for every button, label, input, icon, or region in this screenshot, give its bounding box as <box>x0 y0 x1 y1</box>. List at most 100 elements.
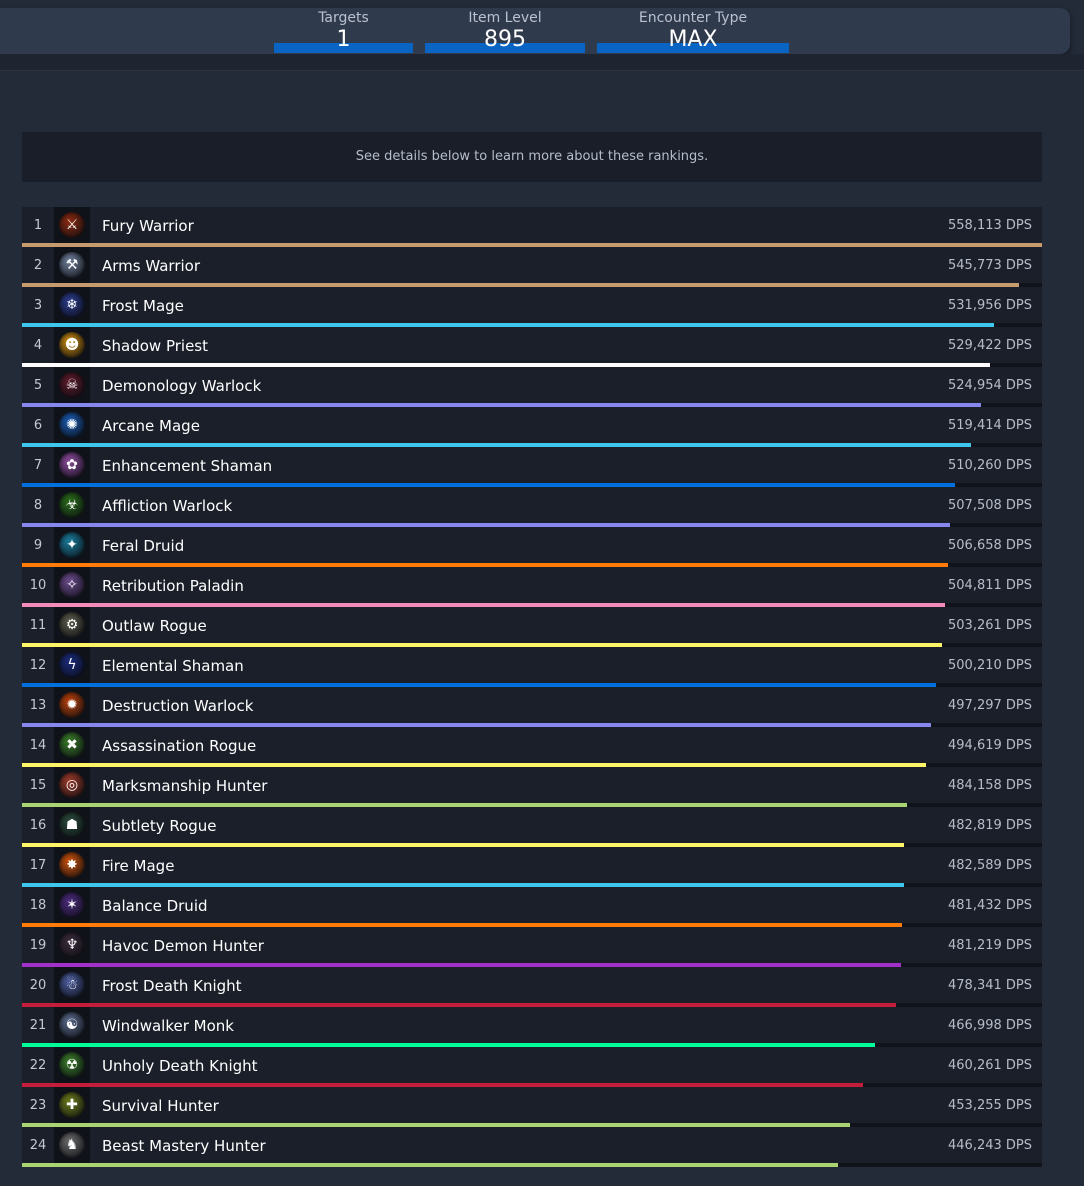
ranking-row[interactable]: 1 ⚔ Fury Warrior 558,113 DPS <box>22 207 1042 247</box>
encounter-type-filter[interactable]: Encounter Type MAX <box>597 8 789 54</box>
unholy-death-knight-icon: ☢ <box>59 1052 85 1078</box>
spec-icon-frame: ☻ <box>54 327 90 363</box>
dps-value: 484,158 DPS <box>948 778 1032 793</box>
ranking-row[interactable]: 18 ✶ Balance Druid 481,432 DPS <box>22 887 1042 927</box>
dps-value: 503,261 DPS <box>948 618 1032 633</box>
spec-name-link[interactable]: Fire Mage <box>102 857 175 875</box>
dps-bar-fill <box>22 243 1042 247</box>
ranking-row[interactable]: 20 ☃ Frost Death Knight 478,341 DPS <box>22 967 1042 1007</box>
retribution-paladin-icon: ✧ <box>59 572 85 598</box>
dps-bar-track <box>22 763 1042 767</box>
ranking-row[interactable]: 11 ⚙ Outlaw Rogue 503,261 DPS <box>22 607 1042 647</box>
demonology-warlock-icon: ☠ <box>59 372 85 398</box>
spec-name-link[interactable]: Enhancement Shaman <box>102 457 273 475</box>
ranking-row[interactable]: 7 ✿ Enhancement Shaman 510,260 DPS <box>22 447 1042 487</box>
spec-icon-frame: ⚒ <box>54 247 90 283</box>
spec-name-link[interactable]: Retribution Paladin <box>102 577 244 595</box>
item-level-filter[interactable]: Item Level 895 <box>425 8 585 54</box>
dps-value: 529,422 DPS <box>948 338 1032 353</box>
ranking-row-background <box>22 1047 1042 1083</box>
ranking-row[interactable]: 3 ❄ Frost Mage 531,956 DPS <box>22 287 1042 327</box>
ranking-row-background <box>22 567 1042 603</box>
ranking-row-background <box>22 847 1042 883</box>
dps-bar-track <box>22 243 1042 247</box>
spec-name-link[interactable]: Balance Druid <box>102 897 208 915</box>
ranking-row[interactable]: 19 ♆ Havoc Demon Hunter 481,219 DPS <box>22 927 1042 967</box>
spec-name-link[interactable]: Subtlety Rogue <box>102 817 217 835</box>
ranking-row[interactable]: 14 ✖ Assassination Rogue 494,619 DPS <box>22 727 1042 767</box>
spec-name-link[interactable]: Assassination Rogue <box>102 737 257 755</box>
spec-icon-frame: ✶ <box>54 887 90 923</box>
ranking-row[interactable]: 5 ☠ Demonology Warlock 524,954 DPS <box>22 367 1042 407</box>
ranking-row[interactable]: 16 ☗ Subtlety Rogue 482,819 DPS <box>22 807 1042 847</box>
ranking-position: 11 <box>29 618 47 633</box>
ranking-row[interactable]: 12 ϟ Elemental Shaman 500,210 DPS <box>22 647 1042 687</box>
ranking-row[interactable]: 8 ☣ Affliction Warlock 507,508 DPS <box>22 487 1042 527</box>
dps-bar-fill <box>22 843 904 847</box>
ranking-row[interactable]: 22 ☢ Unholy Death Knight 460,261 DPS <box>22 1047 1042 1087</box>
spec-name-link[interactable]: Unholy Death Knight <box>102 1057 258 1075</box>
ranking-row-background <box>22 927 1042 963</box>
item-level-filter-value: 895 <box>484 27 526 52</box>
spec-name-link[interactable]: Outlaw Rogue <box>102 617 207 635</box>
spec-icon-frame: ⚙ <box>54 607 90 643</box>
spec-name-link[interactable]: Arms Warrior <box>102 257 201 275</box>
dps-bar-track <box>22 443 1042 447</box>
outlaw-rogue-icon: ⚙ <box>59 612 85 638</box>
ranking-row[interactable]: 15 ◎ Marksmanship Hunter 484,158 DPS <box>22 767 1042 807</box>
spec-name-link[interactable]: Demonology Warlock <box>102 377 262 395</box>
dps-value: 524,954 DPS <box>948 378 1032 393</box>
spec-name-link[interactable]: Frost Death Knight <box>102 977 242 995</box>
targets-filter[interactable]: Targets 1 <box>274 8 413 54</box>
spec-name-link[interactable]: Affliction Warlock <box>102 497 233 515</box>
spec-name-link[interactable]: Windwalker Monk <box>102 1017 234 1035</box>
dps-value: 478,341 DPS <box>948 978 1032 993</box>
ranking-row[interactable]: 24 ♞ Beast Mastery Hunter 446,243 DPS <box>22 1127 1042 1167</box>
spec-name-link[interactable]: Elemental Shaman <box>102 657 244 675</box>
ranking-row[interactable]: 4 ☻ Shadow Priest 529,422 DPS <box>22 327 1042 367</box>
dps-value: 531,956 DPS <box>948 298 1032 313</box>
elemental-shaman-icon: ϟ <box>59 652 85 678</box>
spec-icon-frame: ϟ <box>54 647 90 683</box>
spec-name-link[interactable]: Destruction Warlock <box>102 697 254 715</box>
ranking-row-background <box>22 607 1042 643</box>
ranking-row[interactable]: 2 ⚒ Arms Warrior 545,773 DPS <box>22 247 1042 287</box>
dps-bar-fill <box>22 603 945 607</box>
ranking-row[interactable]: 23 ✚ Survival Hunter 453,255 DPS <box>22 1087 1042 1127</box>
dps-bar-track <box>22 603 1042 607</box>
survival-hunter-icon: ✚ <box>59 1092 85 1118</box>
dps-bar-fill <box>22 523 950 527</box>
dps-bar-track <box>22 1083 1042 1087</box>
spec-name-link[interactable]: Feral Druid <box>102 537 185 555</box>
spec-name-link[interactable]: Havoc Demon Hunter <box>102 937 264 955</box>
spec-name-link[interactable]: Beast Mastery Hunter <box>102 1137 266 1155</box>
dps-bar-fill <box>22 1043 875 1047</box>
ranking-row[interactable]: 9 ✦ Feral Druid 506,658 DPS <box>22 527 1042 567</box>
ranking-position: 7 <box>33 458 43 473</box>
ranking-row[interactable]: 6 ✺ Arcane Mage 519,414 DPS <box>22 407 1042 447</box>
encounter-type-filter-label: Encounter Type <box>638 10 748 26</box>
fury-warrior-icon: ⚔ <box>59 212 85 238</box>
ranking-row[interactable]: 21 ☯ Windwalker Monk 466,998 DPS <box>22 1007 1042 1047</box>
spec-name-link[interactable]: Arcane Mage <box>102 417 200 435</box>
ranking-row[interactable]: 13 ✹ Destruction Warlock 497,297 DPS <box>22 687 1042 727</box>
spec-name-link[interactable]: Frost Mage <box>102 297 184 315</box>
spec-name-link[interactable]: Marksmanship Hunter <box>102 777 268 795</box>
dps-bar-track <box>22 1123 1042 1127</box>
ranking-row[interactable]: 17 ✸ Fire Mage 482,589 DPS <box>22 847 1042 887</box>
dps-bar-fill <box>22 443 971 447</box>
spec-name-link[interactable]: Shadow Priest <box>102 337 208 355</box>
dps-bar-track <box>22 883 1042 887</box>
spec-icon-frame: ◎ <box>54 767 90 803</box>
dps-bar-fill <box>22 1003 896 1007</box>
spec-name-link[interactable]: Fury Warrior <box>102 217 194 235</box>
havoc-demon-hunter-icon: ♆ <box>59 932 85 958</box>
dps-bar-track <box>22 363 1042 367</box>
ranking-row[interactable]: 10 ✧ Retribution Paladin 504,811 DPS <box>22 567 1042 607</box>
spec-name-link[interactable]: Survival Hunter <box>102 1097 219 1115</box>
encounter-type-filter-underline <box>597 43 789 53</box>
ranking-row-background <box>22 727 1042 763</box>
dps-bar-fill <box>22 723 931 727</box>
info-banner: See details below to learn more about th… <box>22 132 1042 182</box>
